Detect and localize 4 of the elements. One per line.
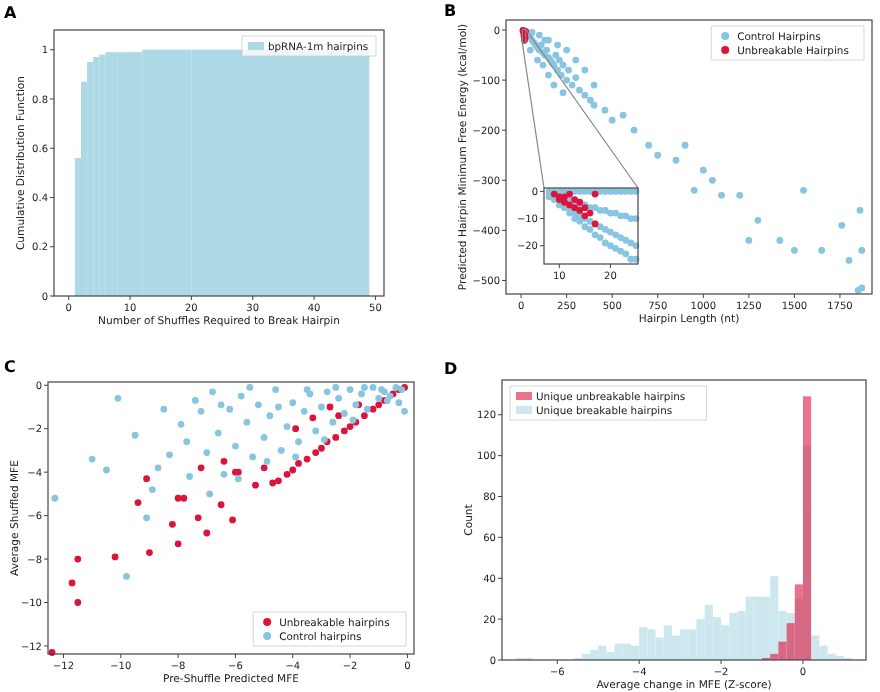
chart-title: A	[4, 4, 18, 22]
chart-title: C	[4, 358, 16, 376]
chart-title: D	[444, 360, 458, 378]
chart-title: B	[444, 2, 457, 20]
